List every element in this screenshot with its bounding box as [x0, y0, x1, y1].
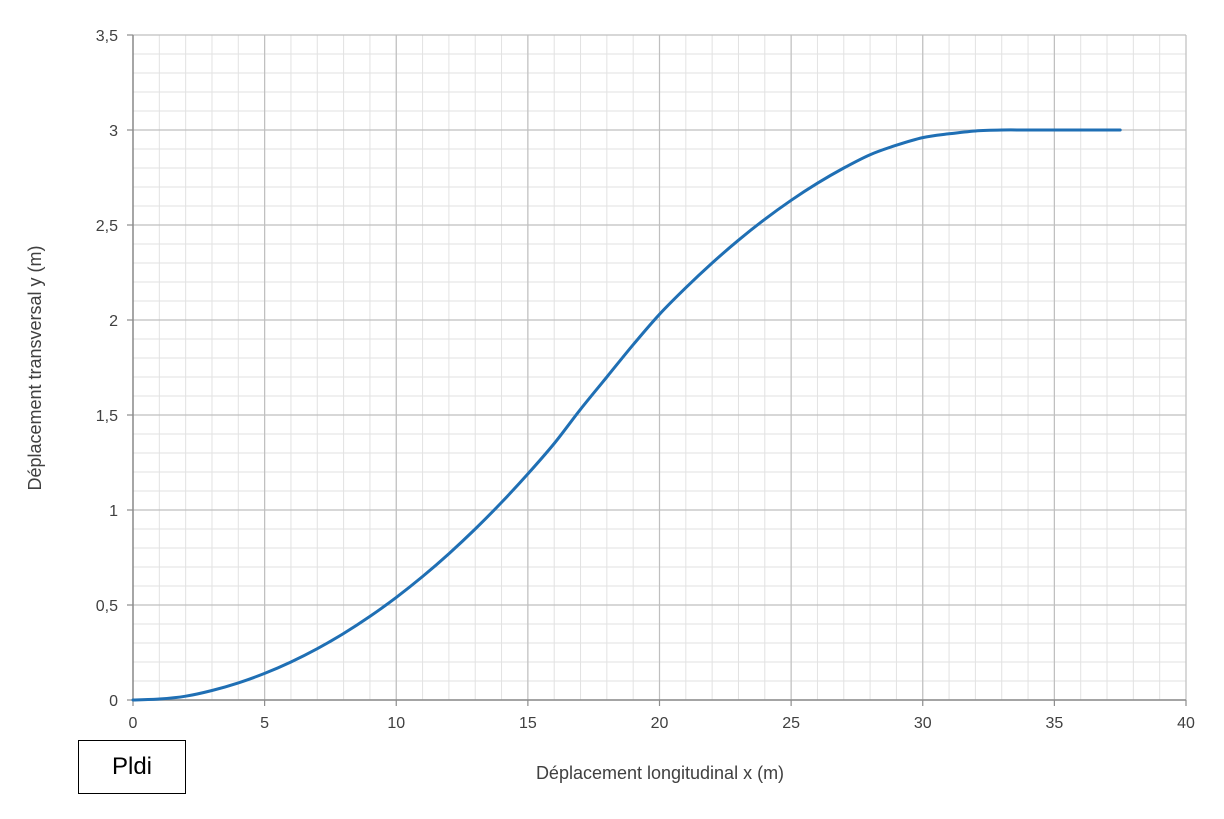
x-tick-label: 20	[651, 715, 669, 732]
y-tick-label: 1	[109, 503, 118, 520]
x-tick-label: 10	[387, 715, 405, 732]
x-axis-title: Déplacement longitudinal x (m)	[536, 763, 784, 783]
x-tick-label: 30	[914, 715, 932, 732]
y-tick-label: 1,5	[96, 408, 118, 425]
pldi-label-text: Pldi	[111, 753, 153, 780]
series-layer	[131, 128, 1122, 702]
major-grid	[132, 34, 1187, 701]
axes	[127, 34, 1187, 706]
x-tick-label: 40	[1177, 715, 1195, 732]
y-tick-label: 3,5	[96, 28, 118, 45]
y-tick-label: 0	[109, 693, 118, 710]
series-line	[131, 128, 1122, 702]
y-tick-label: 0,5	[96, 598, 118, 615]
y-tick-label: 3	[109, 123, 118, 140]
pldi-label-box: Pldi	[78, 740, 186, 794]
y-tick-label: 2	[109, 313, 118, 330]
y-tick-labels: 0 0,5 1 1,5 2 2,5 3 3,5	[96, 28, 118, 710]
x-tick-label: 15	[519, 715, 537, 732]
x-tick-label: 35	[1045, 715, 1063, 732]
x-tick-labels: 0 5 10 15 20 25 30 35 40	[129, 715, 1195, 732]
y-tick-label: 2,5	[96, 218, 118, 235]
x-tick-label: 0	[129, 715, 138, 732]
y-axis-title: Déplacement transversal y (m)	[25, 245, 45, 490]
x-tick-label: 5	[260, 715, 269, 732]
x-tick-label: 25	[782, 715, 800, 732]
